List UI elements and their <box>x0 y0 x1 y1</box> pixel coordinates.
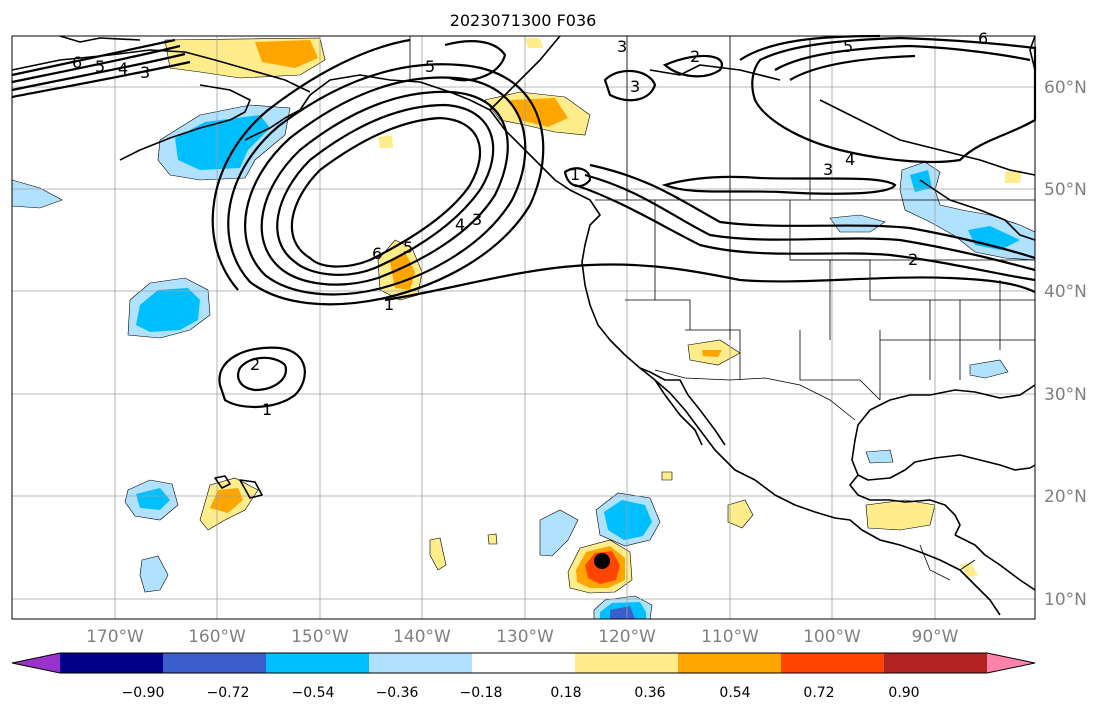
lat-label: 40°N <box>1044 282 1087 302</box>
contour-label: 2 <box>908 250 918 269</box>
lon-label: 150°W <box>291 627 349 647</box>
colorbar-tick-label: −0.36 <box>376 685 419 701</box>
contours <box>11 34 1037 409</box>
colorbar <box>11 652 1036 674</box>
lon-label: 120°W <box>598 627 656 647</box>
colorbar-tick-label: −0.18 <box>460 685 503 701</box>
contour-label: 3 <box>472 210 482 229</box>
lat-label: 20°N <box>1044 487 1087 507</box>
contour-label: 5 <box>403 238 413 257</box>
lat-label: 30°N <box>1044 385 1087 405</box>
colorbar-tick-label: 0.90 <box>888 685 919 701</box>
colorbar-segment <box>781 653 885 673</box>
colorbar-extend-low <box>12 653 60 673</box>
colorbar-outline <box>11 652 1036 674</box>
colorbar-tick-labels: −0.90 −0.72 −0.54 −0.36 −0.18 0.18 0.36 … <box>122 685 920 701</box>
chart-title: 2023071300 F036 <box>450 11 597 30</box>
colorbar-segment <box>575 653 679 673</box>
colorbar-segment <box>163 653 267 673</box>
contour-label: 3 <box>630 77 640 96</box>
contour-label: 2 <box>250 355 260 374</box>
contour-label: 2 <box>690 47 700 66</box>
contour-label: 4 <box>845 150 855 169</box>
lat-label: 60°N <box>1044 78 1087 98</box>
contour-label: 5 <box>425 57 435 76</box>
colorbar-tick-label: 0.72 <box>803 685 834 701</box>
colorbar-tick-label: −0.72 <box>207 685 250 701</box>
colorbar-segment <box>678 653 782 673</box>
contour-label: 6 <box>372 244 382 263</box>
colorbar-segment <box>266 653 370 673</box>
contour-label: 3 <box>823 160 833 179</box>
colorbar-segment <box>60 653 164 673</box>
lon-label: 170°W <box>86 627 144 647</box>
colorbar-tick-label: 0.18 <box>550 685 581 701</box>
latitude-labels: 60°N 50°N 40°N 30°N 20°N 10°N <box>1044 78 1087 610</box>
contour-label: 1 <box>262 400 272 419</box>
lat-label: 10°N <box>1044 590 1087 610</box>
contour-labels: 6 5 4 3 5 3 2 3 5 6 1 6 5 4 3 1 2 1 3 4 … <box>72 29 988 419</box>
contour-label: 4 <box>118 59 128 78</box>
lon-label: 110°W <box>701 627 759 647</box>
map-frame <box>11 35 1036 620</box>
longitude-labels: 170°W 160°W 150°W 140°W 130°W 120°W 110°… <box>86 627 959 647</box>
contour-label: 1 <box>570 165 580 184</box>
coastlines <box>11 35 1036 616</box>
lon-label: 90°W <box>912 627 959 647</box>
colorbar-segment <box>472 653 576 673</box>
lon-label: 140°W <box>393 627 451 647</box>
contour-label: 4 <box>455 215 465 234</box>
graticule <box>12 36 1035 619</box>
borders <box>409 36 1035 581</box>
contour-label: 6 <box>72 53 82 72</box>
lon-label: 130°W <box>496 627 554 647</box>
colorbar-segment <box>369 653 473 673</box>
colorbar-tick-label: 0.54 <box>719 685 750 701</box>
lat-label: 50°N <box>1044 180 1087 200</box>
colorbar-tick-label: −0.54 <box>292 685 335 701</box>
lon-label: 160°W <box>188 627 246 647</box>
colorbar-segment <box>884 653 988 673</box>
lon-label: 100°W <box>803 627 861 647</box>
colorbar-extend-high <box>987 653 1035 673</box>
contour-label: 5 <box>95 57 105 76</box>
colorbar-tick-label: −0.90 <box>122 685 165 701</box>
contour-label: 1 <box>384 295 394 314</box>
contour-label: 6 <box>978 29 988 48</box>
contour-label: 3 <box>617 37 627 56</box>
contour-label: 5 <box>843 37 853 56</box>
hurricane-center-marker <box>594 553 610 569</box>
colorbar-tick-label: 0.36 <box>634 685 665 701</box>
contour-label: 3 <box>140 63 150 82</box>
